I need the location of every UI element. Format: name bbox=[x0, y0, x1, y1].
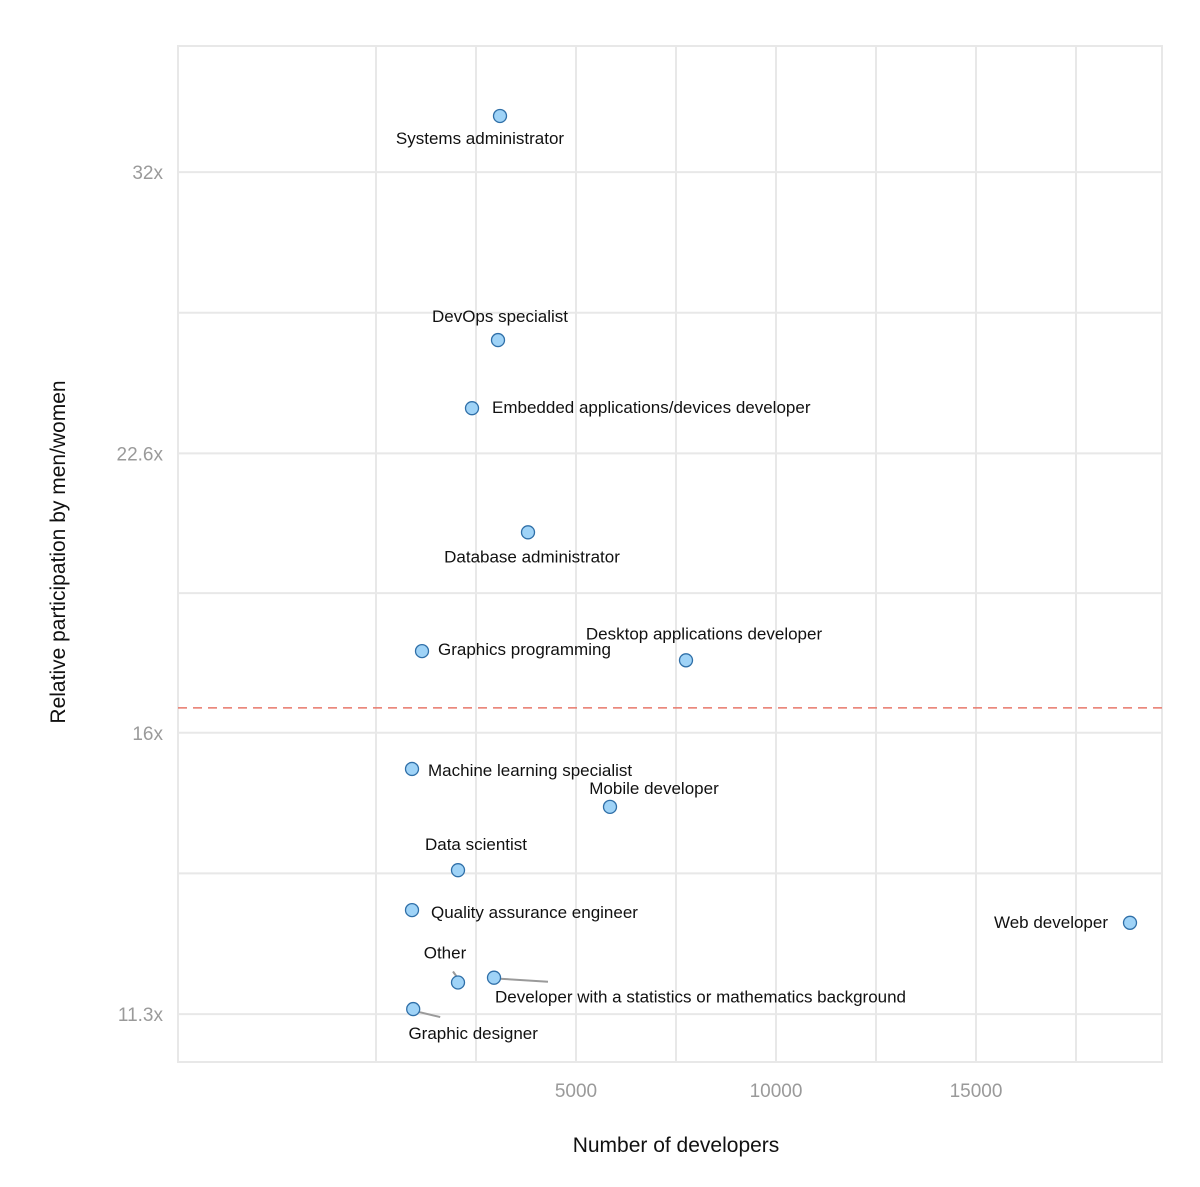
data-point bbox=[492, 108, 508, 124]
data-point bbox=[678, 653, 694, 668]
point-label: Database administrator bbox=[444, 547, 620, 566]
y-axis-title: Relative participation by men/women bbox=[47, 380, 70, 723]
data-point bbox=[404, 902, 420, 918]
data-point bbox=[406, 1001, 421, 1017]
data-point bbox=[404, 761, 420, 777]
x-tick-label: 5000 bbox=[555, 1081, 597, 1102]
y-tick-label: 16x bbox=[132, 724, 163, 745]
point-label: DevOps specialist bbox=[432, 307, 568, 326]
y-tick-label: 32x bbox=[132, 163, 163, 184]
data-point bbox=[450, 863, 466, 878]
data-point bbox=[602, 799, 618, 814]
data-point bbox=[450, 975, 466, 990]
data-points bbox=[404, 108, 1138, 1017]
point-label: Data scientist bbox=[425, 835, 527, 854]
point-label: Developer with a statistics or mathemati… bbox=[495, 988, 906, 1007]
grid-lines bbox=[177, 45, 1163, 1063]
y-tick-label: 11.3x bbox=[118, 1005, 164, 1026]
point-label: Quality assurance engineer bbox=[431, 903, 638, 922]
data-point bbox=[1122, 915, 1138, 930]
data-point bbox=[414, 643, 430, 659]
label-leader-line bbox=[499, 977, 549, 983]
point-label: Other bbox=[424, 943, 467, 962]
x-axis-title: Number of developers bbox=[573, 1134, 780, 1157]
x-tick-label: 15000 bbox=[950, 1081, 1003, 1102]
point-labels: Systems administrator DevOps specialist Em… bbox=[396, 129, 1108, 1043]
point-label: Desktop applications developer bbox=[586, 624, 823, 643]
y-tick-label: 22.6x bbox=[117, 444, 164, 465]
data-point bbox=[464, 401, 480, 416]
point-label: Graphics programming bbox=[438, 640, 611, 659]
data-point bbox=[490, 332, 506, 348]
point-label: Mobile developer bbox=[589, 779, 719, 798]
point-label: Embedded applications/devices developer bbox=[492, 398, 811, 417]
point-label: Web developer bbox=[994, 913, 1108, 932]
data-point bbox=[486, 970, 502, 985]
data-point bbox=[520, 525, 536, 540]
x-tick-label: 10000 bbox=[750, 1081, 803, 1102]
point-label: Machine learning specialist bbox=[428, 761, 632, 780]
x-tick-labels: 5000 10000 15000 bbox=[555, 1081, 1003, 1102]
y-tick-labels: 11.3x 16x 22.6x 32x bbox=[117, 163, 164, 1026]
point-label: Graphic designer bbox=[408, 1024, 538, 1043]
point-label: Systems administrator bbox=[396, 129, 564, 148]
label-leader-line bbox=[418, 1011, 441, 1019]
plot-panel-border bbox=[177, 45, 1163, 1063]
